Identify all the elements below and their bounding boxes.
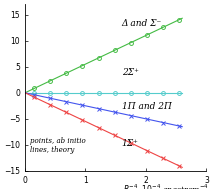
- Text: 1Σ⁺: 1Σ⁺: [122, 139, 139, 148]
- Text: $R^{-4}$, $10^{-4}$ angstrom$^{-4}$: $R^{-4}$, $10^{-4}$ angstrom$^{-4}$: [123, 182, 209, 189]
- Text: 1Π and 2Π: 1Π and 2Π: [122, 102, 172, 111]
- Text: Δ and Σ⁻: Δ and Σ⁻: [122, 19, 162, 28]
- Text: points, ab initio
lines, theory: points, ab initio lines, theory: [30, 137, 86, 154]
- Text: 2Σ⁺: 2Σ⁺: [122, 68, 139, 77]
